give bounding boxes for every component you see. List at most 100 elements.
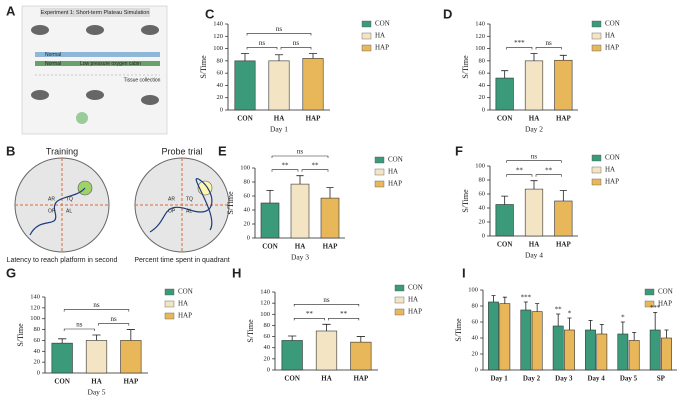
legend-label: CON xyxy=(605,20,620,28)
error-bar xyxy=(288,335,297,341)
quadrant-label: OP xyxy=(168,208,176,214)
bar xyxy=(617,333,629,371)
x-axis-label: Day 3 xyxy=(291,253,309,262)
diagram-text: Normal xyxy=(45,61,61,67)
legend-swatch xyxy=(394,308,405,316)
y-tick-label: 60 xyxy=(34,337,41,344)
y-tick-label: 140 xyxy=(30,293,40,300)
legend-swatch xyxy=(374,156,385,164)
x-tick-label: Day 3 xyxy=(555,375,573,383)
x-tick-label: CON xyxy=(262,243,278,251)
significance-label: *** xyxy=(521,294,532,302)
bar xyxy=(564,329,575,371)
y-tick-label: 40 xyxy=(264,344,271,351)
mouse-icon xyxy=(31,25,49,35)
error-bar xyxy=(588,320,593,330)
quadrant-label: TQ xyxy=(66,196,73,202)
x-tick-label: HAP xyxy=(353,375,369,383)
y-tick-label: 0 xyxy=(482,106,485,113)
significance-bracket xyxy=(63,309,130,312)
y-tick-label: 20 xyxy=(479,218,486,225)
y-tick-label: 60 xyxy=(244,192,251,199)
quadrant-label: OP xyxy=(48,208,56,214)
significance-bracket xyxy=(246,33,312,36)
legend-label: HA xyxy=(408,296,418,304)
significance-label: ns xyxy=(546,39,553,47)
y-tick-label: 80 xyxy=(244,178,251,185)
y-tick-label: 120 xyxy=(30,304,40,311)
y-tick-label: 100 xyxy=(260,311,270,318)
y-tick-label: 100 xyxy=(30,315,40,322)
legend-label: HA xyxy=(375,32,385,40)
y-tick-label: 100 xyxy=(468,286,478,293)
y-tick-label: 140 xyxy=(213,20,223,27)
error-bar xyxy=(274,54,284,61)
legend-label: HA xyxy=(605,32,615,40)
y-tick-label: 80 xyxy=(264,322,271,329)
y-tick-label: 40 xyxy=(479,82,486,89)
bar xyxy=(120,340,142,374)
error-bar xyxy=(559,190,567,201)
significance-bracket xyxy=(271,169,299,172)
x-tick-label: Day 1 xyxy=(491,375,509,383)
error-bar xyxy=(326,187,334,199)
y-axis-label: S/Time xyxy=(16,323,25,347)
bar xyxy=(554,200,573,237)
error-bar xyxy=(322,323,331,331)
y-tick-label: 40 xyxy=(244,206,251,213)
significance-label: ** xyxy=(312,161,320,169)
quadrant-label: AR xyxy=(48,196,55,202)
y-tick-label: 20 xyxy=(34,359,41,366)
bar xyxy=(281,340,303,371)
significance-bracket xyxy=(280,47,312,50)
diagram-text: Normal xyxy=(45,52,61,58)
error-bar xyxy=(240,53,250,61)
significance-bracket xyxy=(98,323,130,326)
y-tick-label: 20 xyxy=(244,220,251,227)
significance-label: ns xyxy=(293,39,300,47)
error-bar xyxy=(491,295,496,302)
error-bar xyxy=(620,321,625,334)
error-bar xyxy=(599,324,604,334)
legend-label: HAP xyxy=(375,44,389,52)
legend-label: HAP xyxy=(605,44,619,52)
timeline-bar xyxy=(35,61,160,66)
error-bar xyxy=(308,53,318,59)
error-bar xyxy=(530,180,538,190)
legend-swatch xyxy=(361,20,372,28)
significance-label: ns xyxy=(93,301,100,309)
x-tick-label: SP xyxy=(657,375,666,383)
error-bar xyxy=(502,296,507,304)
x-tick-label: CON xyxy=(497,241,513,249)
error-bar xyxy=(296,175,304,185)
y-tick-label: 100 xyxy=(240,164,250,171)
legend-label: HAP xyxy=(388,180,402,188)
x-tick-label: Day 2 xyxy=(523,375,541,383)
bar xyxy=(554,59,573,111)
x-axis-label: Day 5 xyxy=(87,388,105,397)
quadrant-label: AL xyxy=(186,208,192,214)
y-tick-label: 20 xyxy=(479,94,486,101)
bar xyxy=(495,77,514,111)
y-axis-label: S/Time xyxy=(454,318,463,342)
panel-label: G xyxy=(6,265,16,280)
error-bar xyxy=(632,332,637,341)
legend-swatch xyxy=(591,166,602,174)
error-bar xyxy=(530,53,538,61)
y-tick-label: 100 xyxy=(475,162,485,169)
significance-bracket xyxy=(63,328,95,331)
y-axis-label: S/Time xyxy=(226,191,235,215)
x-tick-label: CON xyxy=(284,375,300,383)
y-tick-label: 80 xyxy=(479,57,486,64)
legend-label: CON xyxy=(375,20,390,28)
significance-label: ns xyxy=(323,296,330,304)
error-bar xyxy=(266,190,274,203)
legend-swatch xyxy=(394,284,405,292)
legend-swatch xyxy=(394,296,405,304)
significance-bracket xyxy=(293,304,360,307)
diagram-title: Experiment 1: Short-term Plateau Simulat… xyxy=(41,10,150,16)
y-tick-label: 20 xyxy=(217,94,224,101)
panel-label: D xyxy=(443,6,452,21)
x-tick-label: Day 5 xyxy=(620,375,638,383)
error-bar xyxy=(664,329,669,338)
